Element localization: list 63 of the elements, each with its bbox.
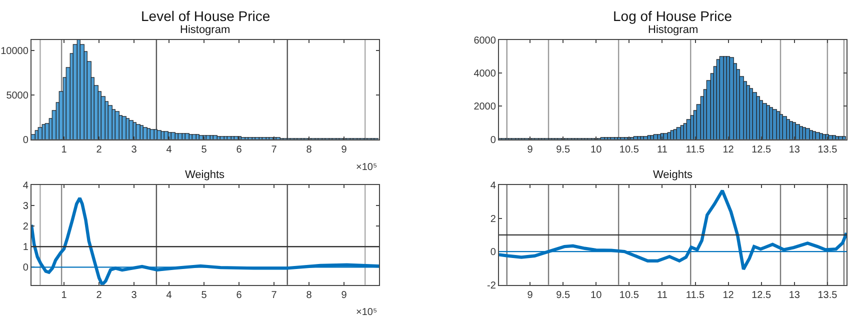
chart-title: Level of House Price — [141, 8, 270, 24]
x-tick-label: 9 — [527, 290, 534, 301]
x-tick-label: 9 — [527, 144, 534, 156]
x-tick-label: 9.5 — [556, 144, 570, 156]
chart-subtitle: Histogram — [180, 24, 230, 36]
x-tick-label: 10.5 — [619, 144, 640, 156]
x-tick-label: 1 — [61, 144, 68, 156]
line-series — [498, 189, 847, 271]
x-tick-label: 5 — [201, 290, 208, 301]
y-tick-label: 1 — [22, 242, 29, 254]
x-tick-label: 12 — [722, 290, 734, 301]
y-tick-label: 4 — [22, 180, 29, 192]
y-tick-label: 2 — [22, 222, 29, 233]
x-tick-label: 11.5 — [686, 290, 706, 301]
chart-subtitle: Histogram — [648, 24, 698, 36]
x-tick-label: 6 — [236, 290, 242, 301]
y-tick-label: 2000 — [474, 102, 496, 113]
x-tick-label: 13.5 — [818, 144, 838, 156]
x-tick-label: 8 — [306, 290, 312, 301]
x-tick-label: 10 — [590, 290, 602, 301]
x-tick-label: 1 — [61, 290, 68, 301]
x-tick-label: 13.5 — [818, 290, 838, 301]
x-tick-label: 10.5 — [619, 290, 640, 301]
x-tick-label: 7 — [271, 144, 278, 156]
y-tick-label: 5000 — [6, 90, 29, 102]
x-tick-label: 7 — [271, 290, 278, 301]
y-tick-label: -2 — [487, 280, 496, 292]
chart-title: Weights — [185, 169, 226, 181]
y-tick-label: 4 — [490, 180, 496, 192]
chart-title: Weights — [653, 169, 694, 181]
y-tick-label: 0 — [490, 247, 496, 258]
x-tick-label: 3 — [131, 144, 138, 156]
x-tick-label: 12.5 — [752, 144, 772, 156]
text: ×10⁵ — [356, 162, 378, 173]
y-tick-label: 0 — [490, 134, 496, 146]
x-tick-label: 2 — [96, 144, 102, 156]
x-tick-label: 4 — [166, 144, 172, 156]
x-tick-label: 6 — [236, 144, 242, 156]
x-tick-label: 13 — [788, 144, 800, 156]
x-tick-label: 9 — [341, 144, 348, 156]
x-tick-label: 2 — [96, 290, 102, 301]
x-tick-label: 8 — [306, 144, 312, 156]
y-tick-label: 3 — [22, 201, 29, 212]
x-tick-label: 11 — [657, 290, 668, 301]
x-tick-label: 4 — [166, 290, 172, 301]
x-tick-label: 12.5 — [752, 290, 772, 301]
y-tick-label: 2 — [490, 214, 496, 225]
y-tick-label: 6000 — [474, 35, 496, 46]
y-tick-label: 0 — [22, 262, 29, 274]
x-tick-label: 11.5 — [686, 144, 706, 156]
text: ×10⁵ — [356, 307, 378, 318]
x-tick-label: 12 — [722, 144, 734, 156]
x-tick-label: 9 — [341, 290, 348, 301]
x-tick-label: 3 — [131, 290, 138, 301]
x-tick-label: 11 — [657, 144, 668, 156]
x-tick-label: 5 — [201, 144, 208, 156]
x-tick-label: 10 — [590, 144, 602, 156]
x-tick-label: 9.5 — [556, 290, 570, 301]
chart-title: Log of House Price — [613, 8, 732, 24]
x-tick-label: 13 — [788, 290, 800, 301]
y-tick-label: 0 — [22, 134, 29, 146]
y-tick-label: 4000 — [474, 68, 496, 80]
y-tick-label: 10000 — [0, 46, 29, 57]
